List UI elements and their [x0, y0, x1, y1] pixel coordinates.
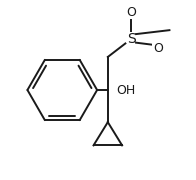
Text: OH: OH [116, 84, 135, 97]
Text: S: S [127, 32, 135, 46]
Text: O: O [126, 6, 136, 19]
Text: O: O [153, 42, 163, 55]
